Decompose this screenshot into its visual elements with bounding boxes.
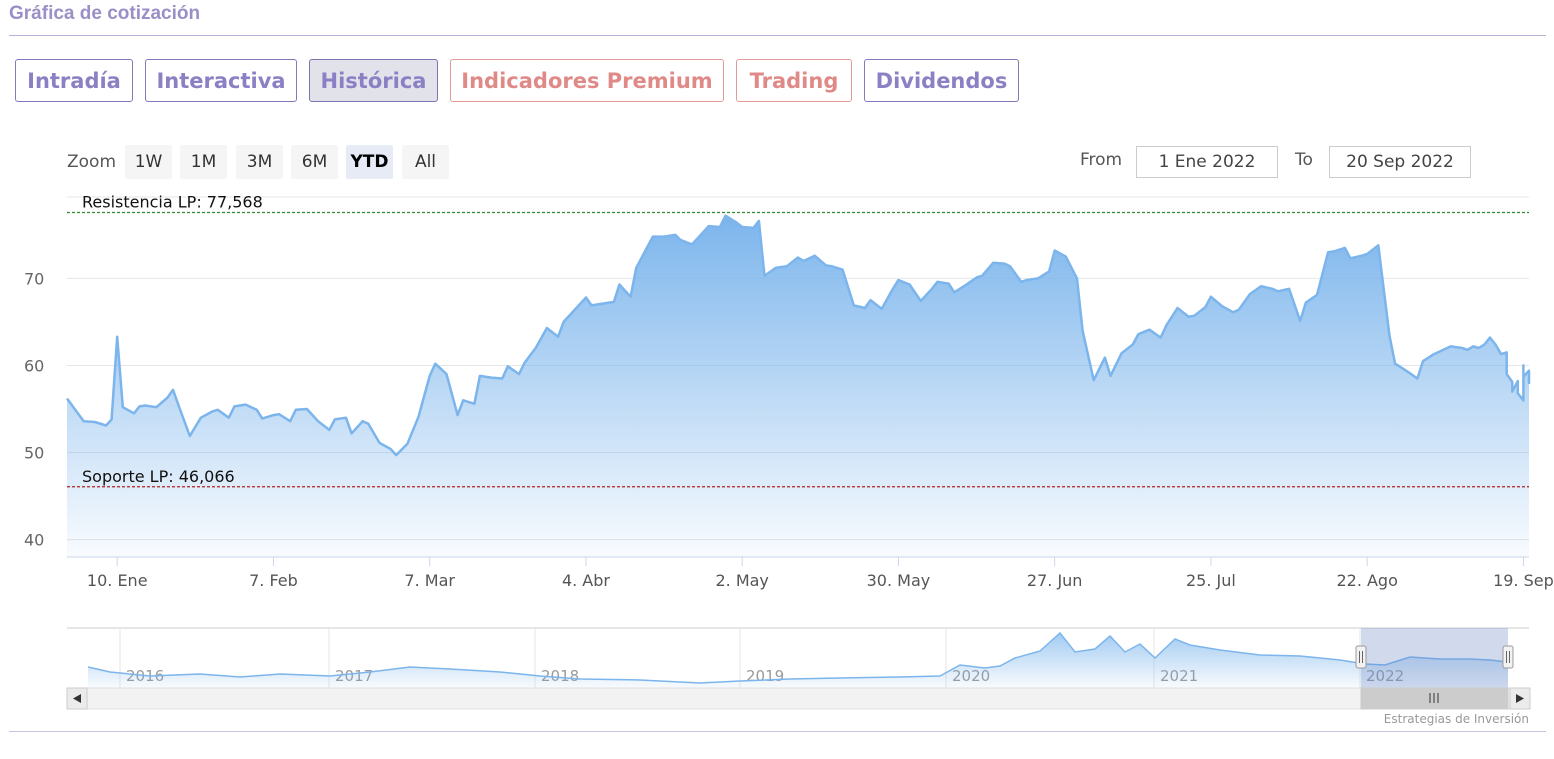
x-tick-label: 2. May: [715, 571, 768, 590]
to-date-input[interactable]: 20 Sep 2022: [1329, 146, 1471, 178]
chevron-right-icon: [1516, 694, 1524, 703]
navigator-year-label: 2016: [126, 667, 164, 685]
x-tick-label: 4. Abr: [562, 571, 610, 590]
navigator-left-handle[interactable]: [1355, 645, 1367, 669]
navigator-area: [88, 633, 1508, 688]
from-label: From: [1080, 150, 1123, 170]
navigator-year-label: 2018: [541, 667, 579, 685]
price-area-fill: [67, 215, 1529, 557]
zoom-ytd-button[interactable]: YTD: [346, 145, 393, 179]
chevron-left-icon: [73, 694, 81, 703]
from-date-input[interactable]: 1 Ene 2022: [1136, 146, 1278, 178]
navigator-right-handle[interactable]: [1502, 645, 1514, 669]
y-tick-label: 40: [24, 531, 44, 550]
x-tick-label: 22. Ago: [1336, 571, 1397, 590]
x-tick-label: 27. Jun: [1027, 571, 1083, 590]
title-divider: [9, 35, 1546, 36]
y-tick-label: 70: [24, 269, 44, 288]
tab-historica[interactable]: Histórica: [309, 59, 438, 102]
tab-intradia[interactable]: Intradía: [15, 59, 133, 102]
navigator-year-label: 2019: [746, 667, 784, 685]
scrollbar-thumb[interactable]: [1360, 687, 1509, 710]
zoom-3m-button[interactable]: 3M: [236, 145, 283, 179]
navigator-year-label: 2020: [952, 667, 990, 685]
scrollbar-track: [66, 687, 1531, 710]
zoom-label: Zoom: [67, 152, 117, 172]
zoom-1m-button[interactable]: 1M: [180, 145, 227, 179]
y-tick-label: 60: [24, 356, 44, 375]
resistance-label: Resistencia LP: 77,568: [82, 192, 263, 211]
navigator-selection: [1361, 628, 1508, 688]
tab-dividendos[interactable]: Dividendos: [864, 59, 1019, 102]
tab-trading[interactable]: Trading: [736, 59, 852, 102]
y-tick-label: 50: [24, 444, 44, 463]
x-tick-label: 19. Sep: [1493, 571, 1554, 590]
bottom-divider: [9, 731, 1546, 732]
chart-credit: Estrategias de Inversión: [1384, 712, 1529, 726]
scroll-left-button[interactable]: [66, 687, 88, 710]
x-tick-label: 7. Mar: [404, 571, 455, 590]
zoom-6m-button[interactable]: 6M: [291, 145, 338, 179]
x-tick-label: 10. Ene: [87, 571, 148, 590]
zoom-all-button[interactable]: All: [402, 145, 449, 179]
x-tick-label: 25. Jul: [1186, 571, 1236, 590]
navigator-line: [87, 631, 1509, 684]
navigator-year-label: 2022: [1366, 667, 1404, 685]
navigator-year-label: 2021: [1160, 667, 1198, 685]
zoom-1w-button[interactable]: 1W: [125, 145, 172, 179]
scroll-right-button[interactable]: [1509, 687, 1531, 710]
x-tick-label: 30. May: [867, 571, 931, 590]
tab-indicadores-premium[interactable]: Indicadores Premium: [450, 59, 724, 102]
navigator-year-label: 2017: [335, 667, 373, 685]
to-label: To: [1295, 150, 1313, 170]
support-label: Soporte LP: 46,066: [82, 467, 235, 486]
section-title: Gráfica de cotización: [9, 3, 201, 24]
price-series-line: [65, 214, 1531, 457]
x-tick-label: 7. Feb: [249, 571, 298, 590]
tab-interactiva[interactable]: Interactiva: [145, 59, 297, 102]
